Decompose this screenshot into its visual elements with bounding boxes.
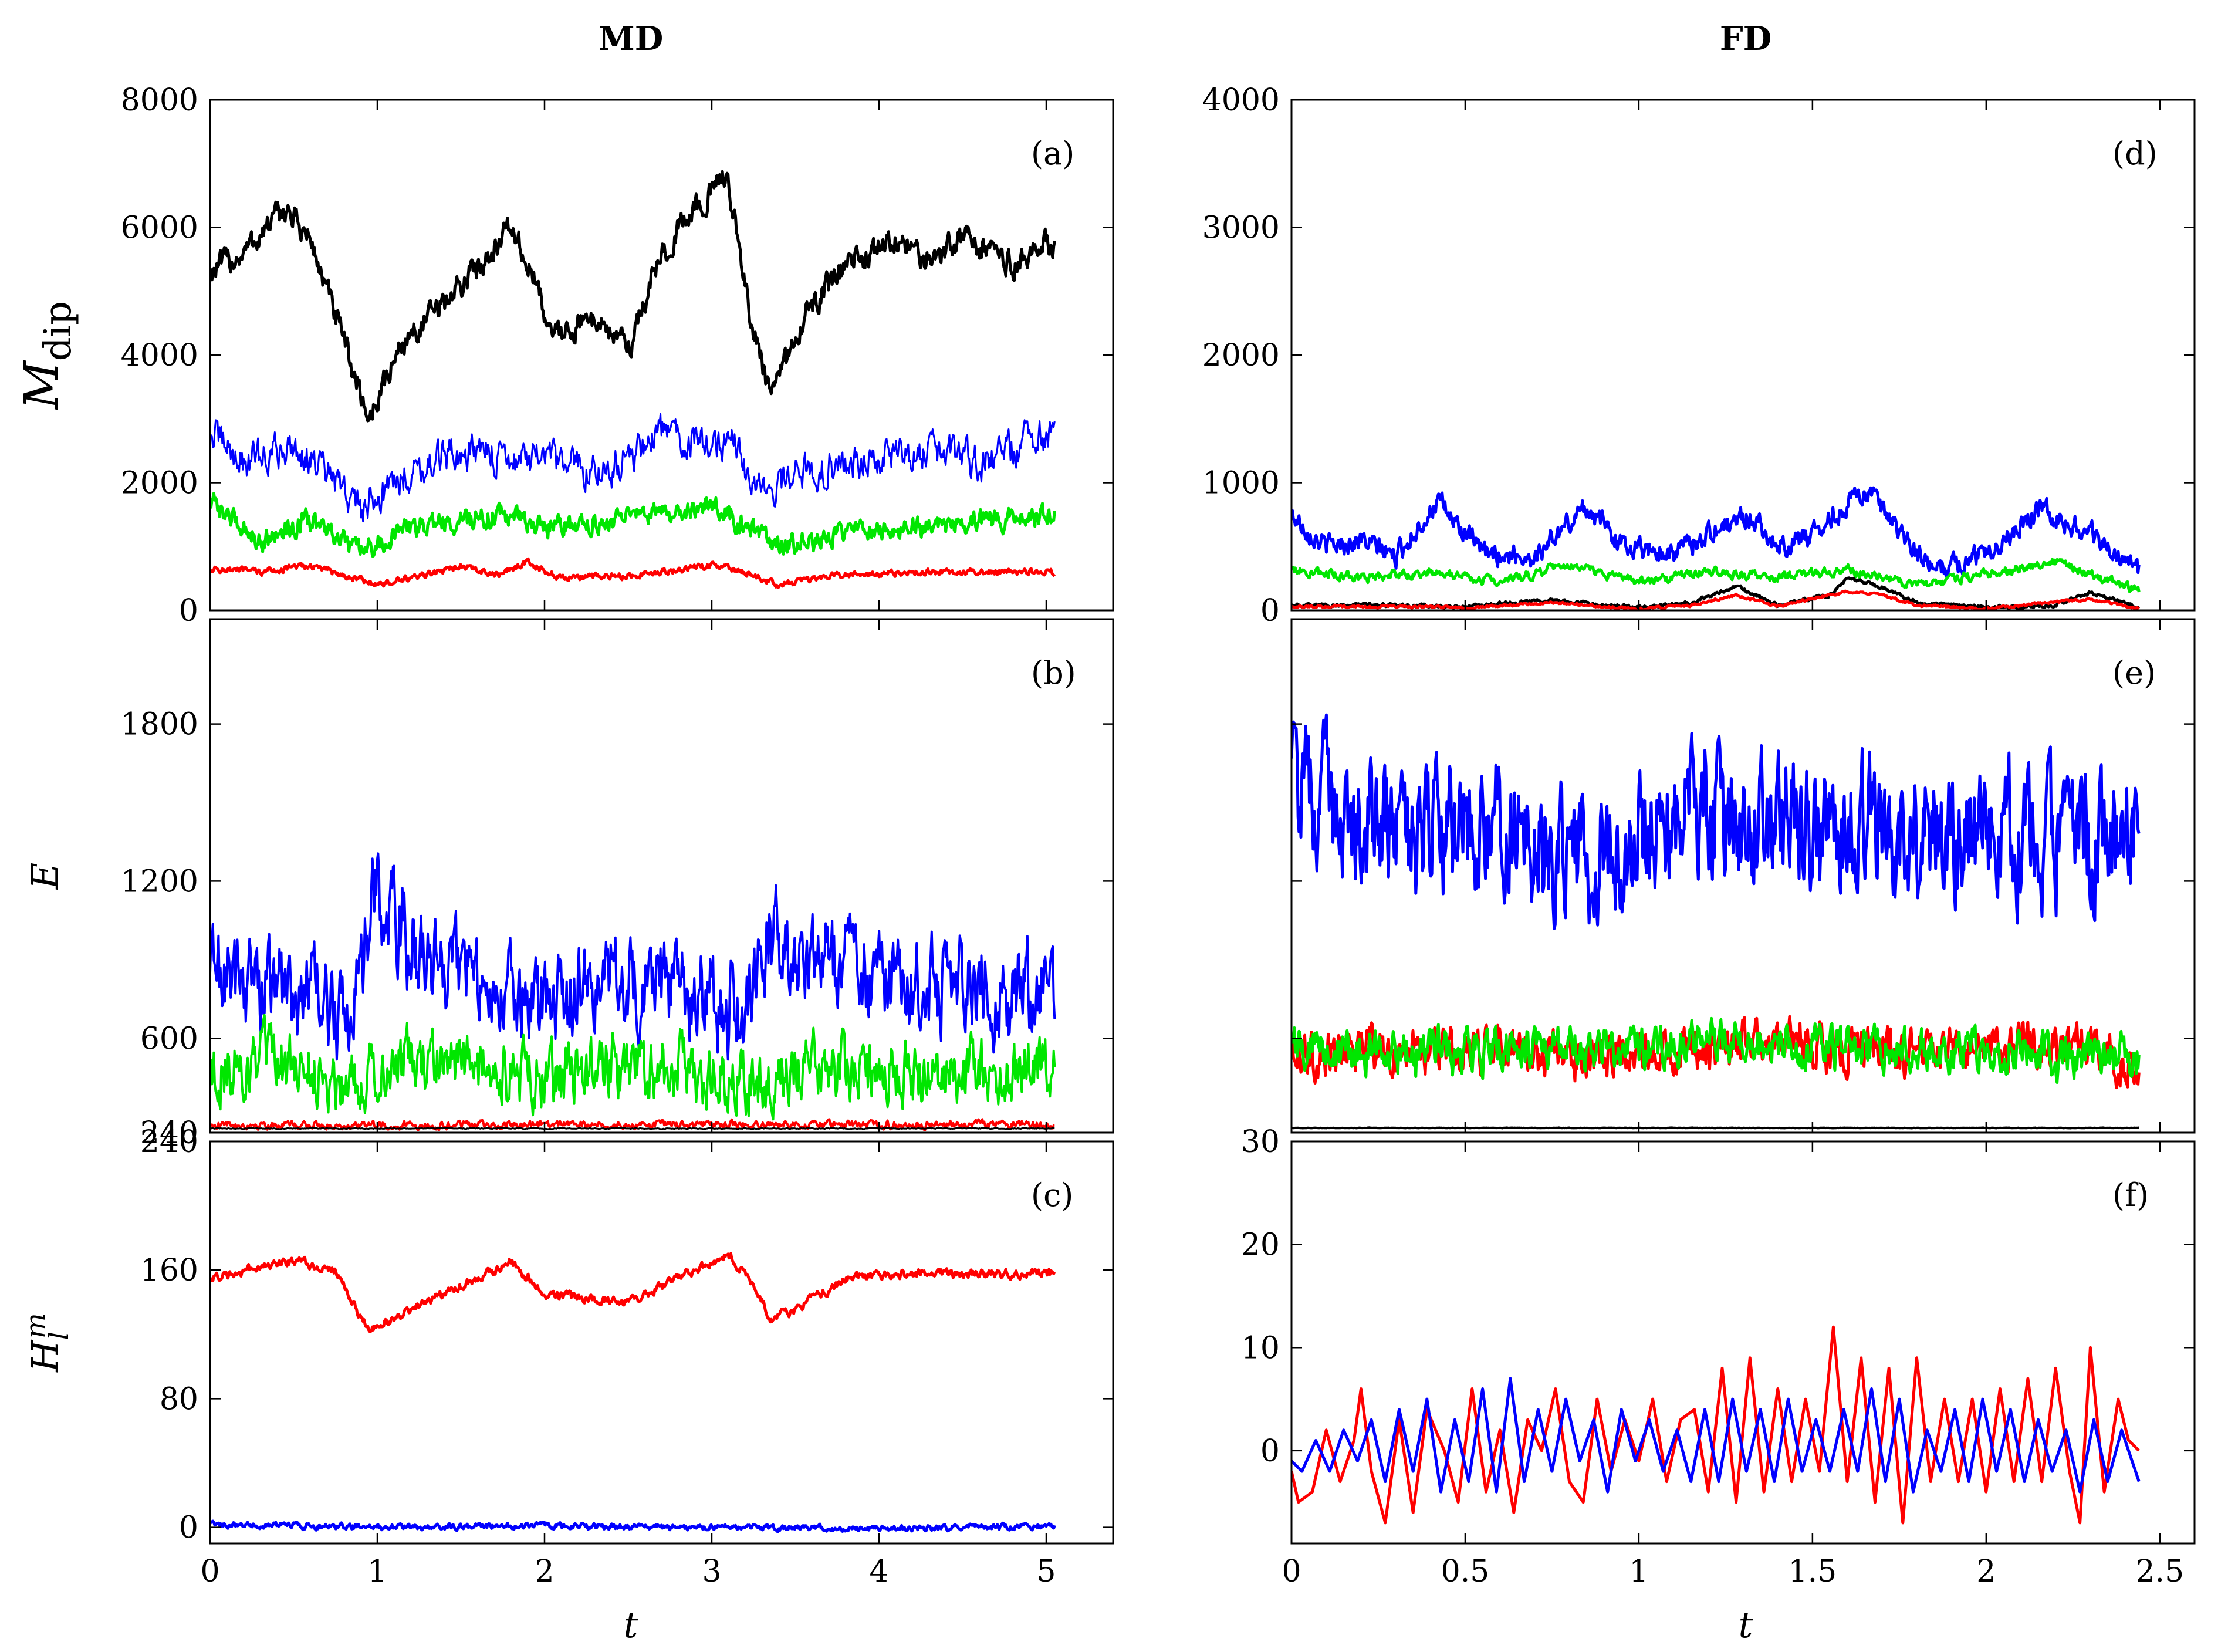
- panel-label: (d): [2112, 135, 2158, 172]
- x-tick-label: 2.5: [2135, 1554, 2184, 1589]
- y-tick-label: 10: [1241, 1330, 1280, 1366]
- x-tick-label: 5: [1036, 1554, 1056, 1589]
- panel-f: 0 0.5 1 1.5 2 2.5 0 10 20 30 (f): [1241, 1124, 2196, 1589]
- series-line-green: [1292, 1016, 2141, 1084]
- series-line-black: [1292, 1126, 2139, 1130]
- panel-label: (c): [1031, 1177, 1073, 1214]
- y-tick-label: 0: [1260, 1434, 1280, 1469]
- x-tick-label: 1.5: [1789, 1554, 1837, 1589]
- y-tick-label: 8000: [121, 83, 198, 118]
- y-tick-label: 30: [1241, 1124, 1280, 1160]
- panel-b: 240 600 1200 1800 (b) E: [23, 618, 1114, 1151]
- series-group: [1292, 1325, 2141, 1525]
- series-line-blue: [1292, 486, 2141, 578]
- y-tick-label: 3000: [1202, 211, 1280, 246]
- y-tick-label: 160: [140, 1253, 198, 1288]
- y-tick-label: 600: [140, 1021, 198, 1056]
- y-axis-label: Mdip: [14, 301, 80, 410]
- series-line-green: [1292, 558, 2141, 593]
- series-line-red: [210, 557, 1056, 589]
- series-line-blue: [1292, 713, 2141, 930]
- series-line-blue: [1292, 1377, 2141, 1494]
- y-tick-label: 0: [179, 593, 198, 629]
- x-tick-label: 1: [367, 1554, 387, 1589]
- panel-label: (e): [2112, 654, 2156, 691]
- x-tick-label: 3: [702, 1554, 721, 1589]
- x-tick-label: 2: [535, 1554, 554, 1589]
- y-axis-label-subscript: l: [43, 1332, 75, 1340]
- series-line-black: [210, 1127, 1055, 1130]
- x-tick-label: 2: [1976, 1554, 1996, 1589]
- series-line-red: [210, 1252, 1056, 1333]
- series-line-green: [210, 492, 1056, 558]
- x-tick-label: 0.5: [1441, 1554, 1490, 1589]
- panel-label: (b): [1031, 654, 1076, 691]
- y-tick-label: 0: [1260, 593, 1280, 629]
- x-axis-label-md: t: [624, 1603, 638, 1646]
- plot-frame: [209, 1140, 1114, 1545]
- panel-d: 0 1000 2000 3000 4000 (d): [1202, 83, 2196, 629]
- y-axis-label-superscript: m: [19, 1313, 51, 1339]
- series-line-black: [1292, 576, 2141, 610]
- column-title-fd: FD: [1720, 19, 1771, 58]
- panel-label: (f): [2112, 1177, 2149, 1214]
- series-group: [1292, 486, 2141, 610]
- x-axis-label-fd: t: [1739, 1603, 1753, 1646]
- series-group: [210, 852, 1056, 1131]
- y-tick-label: 2000: [121, 466, 198, 501]
- y-tick-label: 240: [140, 1124, 198, 1160]
- y-tick-label: 240: [140, 1116, 198, 1151]
- series-line-green: [210, 1014, 1056, 1121]
- y-tick-label: 80: [160, 1381, 198, 1417]
- y-tick-label: 1200: [121, 864, 198, 899]
- y-tick-label: 20: [1241, 1228, 1280, 1263]
- series-line-blue: [210, 852, 1056, 1061]
- panel-label: (a): [1031, 135, 1074, 172]
- panel-a: 0 2000 4000 6000 8000 (a) Mdip: [14, 83, 1114, 629]
- series-group: [210, 170, 1056, 589]
- y-tick-label: 6000: [121, 211, 198, 246]
- y-tick-label: 2000: [1202, 338, 1280, 373]
- y-tick-label: 4000: [121, 338, 198, 373]
- series-group: [210, 1252, 1056, 1533]
- y-tick-label: 0: [179, 1511, 198, 1546]
- plot-frame: [1290, 99, 2196, 612]
- plot-frame: [209, 618, 1114, 1134]
- series-group: [1292, 713, 2141, 1130]
- series-line-red: [1292, 589, 2140, 610]
- x-tick-label: 1: [1629, 1554, 1648, 1589]
- series-line-black: [210, 170, 1056, 423]
- y-axis-label-subscript: dip: [36, 301, 80, 361]
- y-tick-label: 4000: [1202, 83, 1280, 118]
- y-axis-label: Hlm: [19, 1313, 75, 1372]
- x-tick-label: 0: [1282, 1554, 1301, 1589]
- plot-frame: [1290, 618, 2196, 1134]
- series-line-blue: [210, 413, 1056, 523]
- y-tick-label: 1800: [121, 707, 198, 742]
- y-axis-label: E: [23, 863, 66, 890]
- panel-e: (e): [1290, 618, 2196, 1134]
- y-tick-label: 1000: [1202, 466, 1280, 501]
- panel-c: 0 1 2 3 4 5 0 80 160 240 (c) Hlm: [19, 1124, 1114, 1589]
- plot-frame: [1290, 1140, 2196, 1545]
- x-tick-label: 4: [869, 1554, 888, 1589]
- x-tick-label: 0: [200, 1554, 219, 1589]
- series-line-red: [1292, 1325, 2141, 1525]
- series-line-blue: [210, 1519, 1056, 1533]
- column-title-md: MD: [599, 19, 664, 58]
